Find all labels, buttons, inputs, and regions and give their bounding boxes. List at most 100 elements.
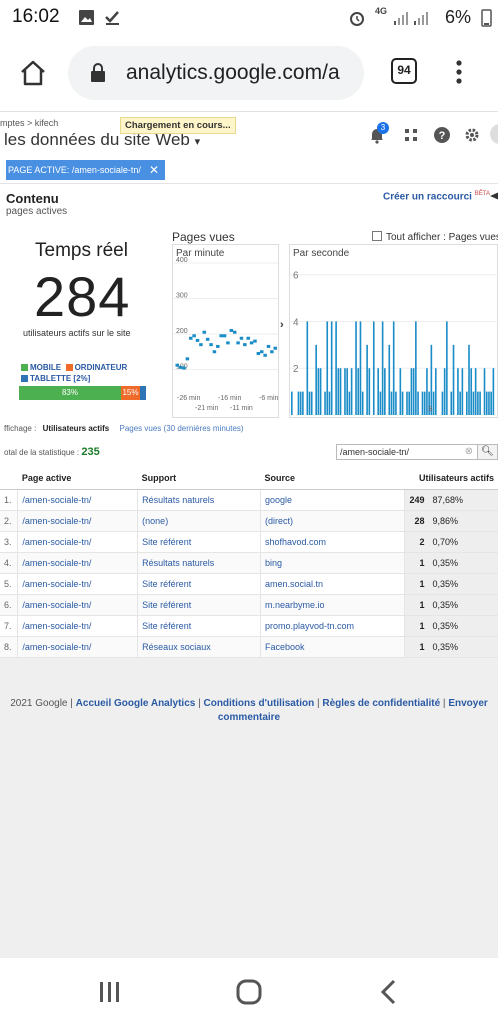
row-support[interactable]: Site référent [137,531,261,553]
bar [459,391,461,415]
content-panel: Contenu pages actives Créer un raccourci… [0,184,498,658]
data-point [199,343,203,347]
row-source[interactable]: shofhavod.com [260,531,406,553]
chevron-right-icon[interactable]: › [280,319,284,331]
row-support[interactable]: Site référent [137,573,261,595]
copyright: 2021 Google [10,698,68,709]
data-point [246,336,250,340]
col-page[interactable]: Page active [17,468,138,490]
bar [401,391,404,415]
more-menu-icon[interactable] [454,58,464,88]
lock-icon [91,63,105,82]
recent-apps-icon[interactable] [98,980,122,1004]
row-index: 4. [0,552,19,574]
row-users: 2 [404,531,429,553]
home-button-icon[interactable] [235,978,263,1006]
property-selector[interactable]: les données du site Web ▾ [4,130,200,150]
row-page[interactable]: /amen-sociale-tn/ [17,615,139,637]
row-percent: 0,35% [428,615,498,637]
row-page[interactable]: /amen-sociale-tn/ [17,489,139,511]
avatar[interactable] [490,124,498,144]
bar [315,344,317,415]
row-source[interactable]: google [260,489,406,511]
data-point [195,338,200,342]
clear-icon[interactable]: ⊗ [464,446,473,457]
per-minute-chart: Par minute 400300200100-26 min-16 min-6 … [172,244,279,418]
footer-link-terms[interactable]: Conditions d'utilisation [203,698,315,709]
create-shortcut-link[interactable]: Créer un raccourci BÊTA [383,191,490,202]
table-row: 1./amen-sociale-tn/Résultats naturels goo… [0,489,498,511]
data-point [178,365,183,369]
row-source[interactable]: Facebook [260,636,406,658]
y-tick-label: 200 [176,328,188,335]
bar [430,344,433,415]
col-active-users[interactable]: Utilisateurs actifs [404,468,498,490]
chevron-down-icon: ▾ [194,136,201,148]
active-page-filter[interactable]: PAGE ACTIVE: /amen-sociale-tn/ ✕ [6,160,165,180]
bar [474,368,477,415]
bar [392,321,395,415]
close-icon[interactable]: ✕ [148,163,159,177]
footer-link-feedback[interactable]: Envoyer [448,698,488,709]
footer-link-feedback-cont[interactable]: commentaire [217,712,281,723]
footer-link-privacy[interactable]: Règles de confidentialité [322,698,441,709]
row-support[interactable]: Réseaux sociaux [137,636,261,658]
browser-toolbar: analytics.google.com/a 94 [0,36,498,112]
bar [452,344,455,415]
table-search-input[interactable]: /amen-sociale-tn/ ⊗ [336,444,478,460]
svg-text:?: ? [439,130,446,142]
metric-tabs: ffichage : Utilisateurs actifs Pages vue… [4,424,244,433]
home-icon[interactable] [18,58,48,88]
tab-switcher-button[interactable]: 94 [391,58,417,84]
row-page[interactable]: /amen-sociale-tn/ [17,573,139,595]
data-point [236,341,240,345]
gallery-icon [79,10,94,25]
tablet-segment [140,386,146,400]
bar [485,391,488,415]
stat-label: otal de la statistique : [4,448,80,457]
row-support[interactable]: Résultats naturels [137,552,261,574]
bar [361,391,364,415]
row-source[interactable]: bing [260,552,406,574]
row-source[interactable]: m.nearbyme.io [260,594,406,616]
bar [410,368,413,415]
help-icon[interactable]: ? [433,126,451,144]
row-source[interactable]: promo.playvod-tn.com [260,615,406,637]
notification-badge: 3 [377,122,389,134]
bar [372,321,375,415]
row-users: 1 [404,552,429,574]
row-page[interactable]: /amen-sociale-tn/ [17,510,139,532]
row-support[interactable]: Site référent [137,615,261,637]
row-source[interactable]: (direct) [260,510,406,532]
col-support[interactable]: Support [137,468,261,490]
apps-grid-icon[interactable] [402,126,420,144]
back-icon[interactable] [378,978,398,1006]
tab-pageviews[interactable]: Pages vues (30 dernières minutes) [119,424,244,433]
show-all-toggle[interactable]: Tout afficher : Pages vues [372,231,498,243]
row-page[interactable]: /amen-sociale-tn/ [17,594,139,616]
footer-link-home[interactable]: Accueil Google Analytics [75,698,196,709]
row-page[interactable]: /amen-sociale-tn/ [17,636,139,658]
data-point [185,357,190,361]
data-point [243,343,247,347]
row-support[interactable]: Site référent [137,594,261,616]
data-point [202,330,207,334]
data-point [189,336,193,340]
checkbox[interactable] [372,231,382,241]
row-page[interactable]: /amen-sociale-tn/ [17,531,139,553]
row-page[interactable]: /amen-sociale-tn/ [17,552,139,574]
data-point [212,350,217,354]
row-support[interactable]: (none) [137,510,261,532]
row-support[interactable]: Résultats naturels [137,489,261,511]
address-bar[interactable]: analytics.google.com/a [68,46,364,100]
settings-icon[interactable] [463,126,481,144]
data-point [222,334,227,338]
table-row: 7./amen-sociale-tn/Site référent promo.pl… [0,615,498,637]
row-source[interactable]: amen.social.tn [260,573,406,595]
data-point [256,352,261,356]
breadcrumb[interactable]: mptes > kifech [0,118,59,128]
tab-active-users[interactable]: Utilisateurs actifs [42,424,110,433]
col-source[interactable]: Source [260,468,405,490]
caret-left-icon[interactable] [489,191,498,201]
search-button[interactable]: 🔍︎ [477,444,498,460]
